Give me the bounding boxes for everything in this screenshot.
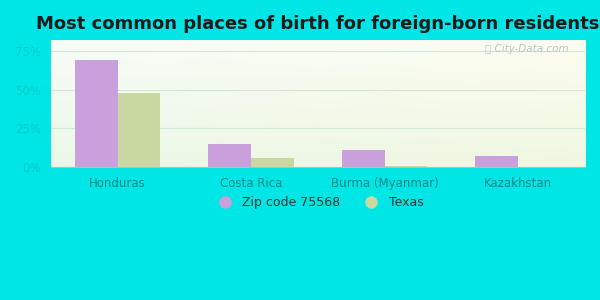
Bar — [251, 158, 294, 167]
Bar — [75, 60, 118, 167]
Title: Most common places of birth for foreign-born residents: Most common places of birth for foreign-… — [36, 15, 599, 33]
Text: ⓘ City-Data.com: ⓘ City-Data.com — [485, 44, 569, 54]
Bar — [475, 156, 518, 167]
Bar — [118, 93, 160, 167]
Bar — [208, 144, 251, 167]
Legend: Zip code 75568, Texas: Zip code 75568, Texas — [207, 191, 428, 214]
Bar — [342, 150, 385, 167]
